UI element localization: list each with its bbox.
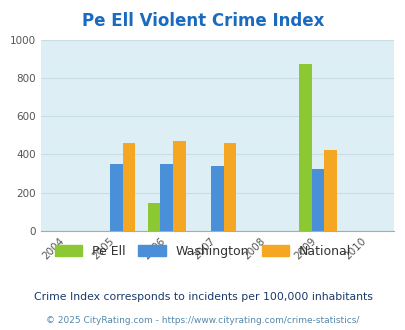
Bar [147, 203, 160, 231]
Text: © 2025 CityRating.com - https://www.cityrating.com/crime-statistics/: © 2025 CityRating.com - https://www.city… [46, 315, 359, 325]
Text: Pe Ell Violent Crime Index: Pe Ell Violent Crime Index [82, 13, 323, 30]
Text: Crime Index corresponds to incidents per 100,000 inhabitants: Crime Index corresponds to incidents per… [34, 292, 371, 302]
Bar [110, 164, 122, 231]
Legend: Pe Ell, Washington, National: Pe Ell, Washington, National [49, 240, 356, 263]
Bar [173, 142, 185, 231]
Bar [223, 143, 236, 231]
Bar [210, 166, 223, 231]
Bar [122, 143, 135, 231]
Bar [298, 63, 311, 231]
Bar [324, 150, 336, 231]
Bar [160, 164, 173, 231]
Bar [311, 169, 324, 231]
